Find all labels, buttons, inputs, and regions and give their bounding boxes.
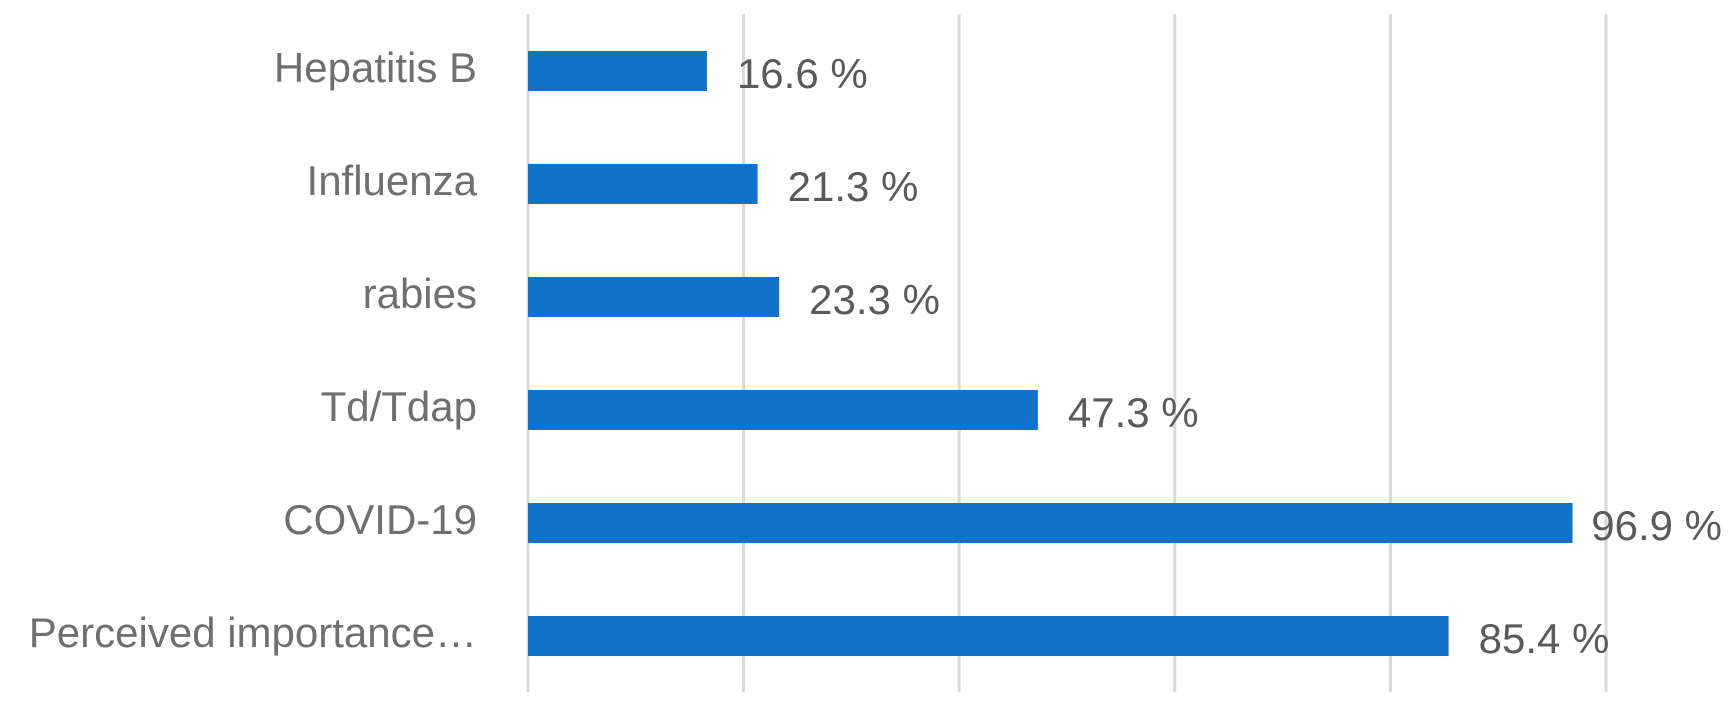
value-label-2: 21.3 % xyxy=(788,163,919,210)
bar-5 xyxy=(528,503,1573,543)
bar-1 xyxy=(528,51,707,91)
category-label-3: rabies xyxy=(363,270,477,317)
value-label-4: 47.3 % xyxy=(1068,389,1199,436)
value-label-6: 85.4 % xyxy=(1479,615,1610,662)
bar-2 xyxy=(528,164,758,204)
category-label-4: Td/Tdap xyxy=(321,383,477,430)
gridlines xyxy=(526,14,1608,692)
category-label-6: Perceived importance… xyxy=(29,609,477,656)
bar-3 xyxy=(528,277,780,317)
bar-4 xyxy=(528,390,1038,430)
category-labels: Hepatitis B Influenza rabies Td/Tdap COVID-1… xyxy=(29,44,478,656)
bar-6 xyxy=(528,616,1449,656)
value-label-5: 96.9 % xyxy=(1591,502,1722,549)
category-label-5: COVID-19 xyxy=(283,496,477,543)
value-labels: 16.6 % 21.3 % 23.3 % 47.3 % 96.9 % 85.4 % xyxy=(737,50,1722,662)
category-label-2: Influenza xyxy=(307,157,478,204)
category-label-1: Hepatitis B xyxy=(274,44,477,91)
value-label-1: 16.6 % xyxy=(737,50,868,97)
bars xyxy=(528,51,1573,656)
value-label-3: 23.3 % xyxy=(809,276,940,323)
